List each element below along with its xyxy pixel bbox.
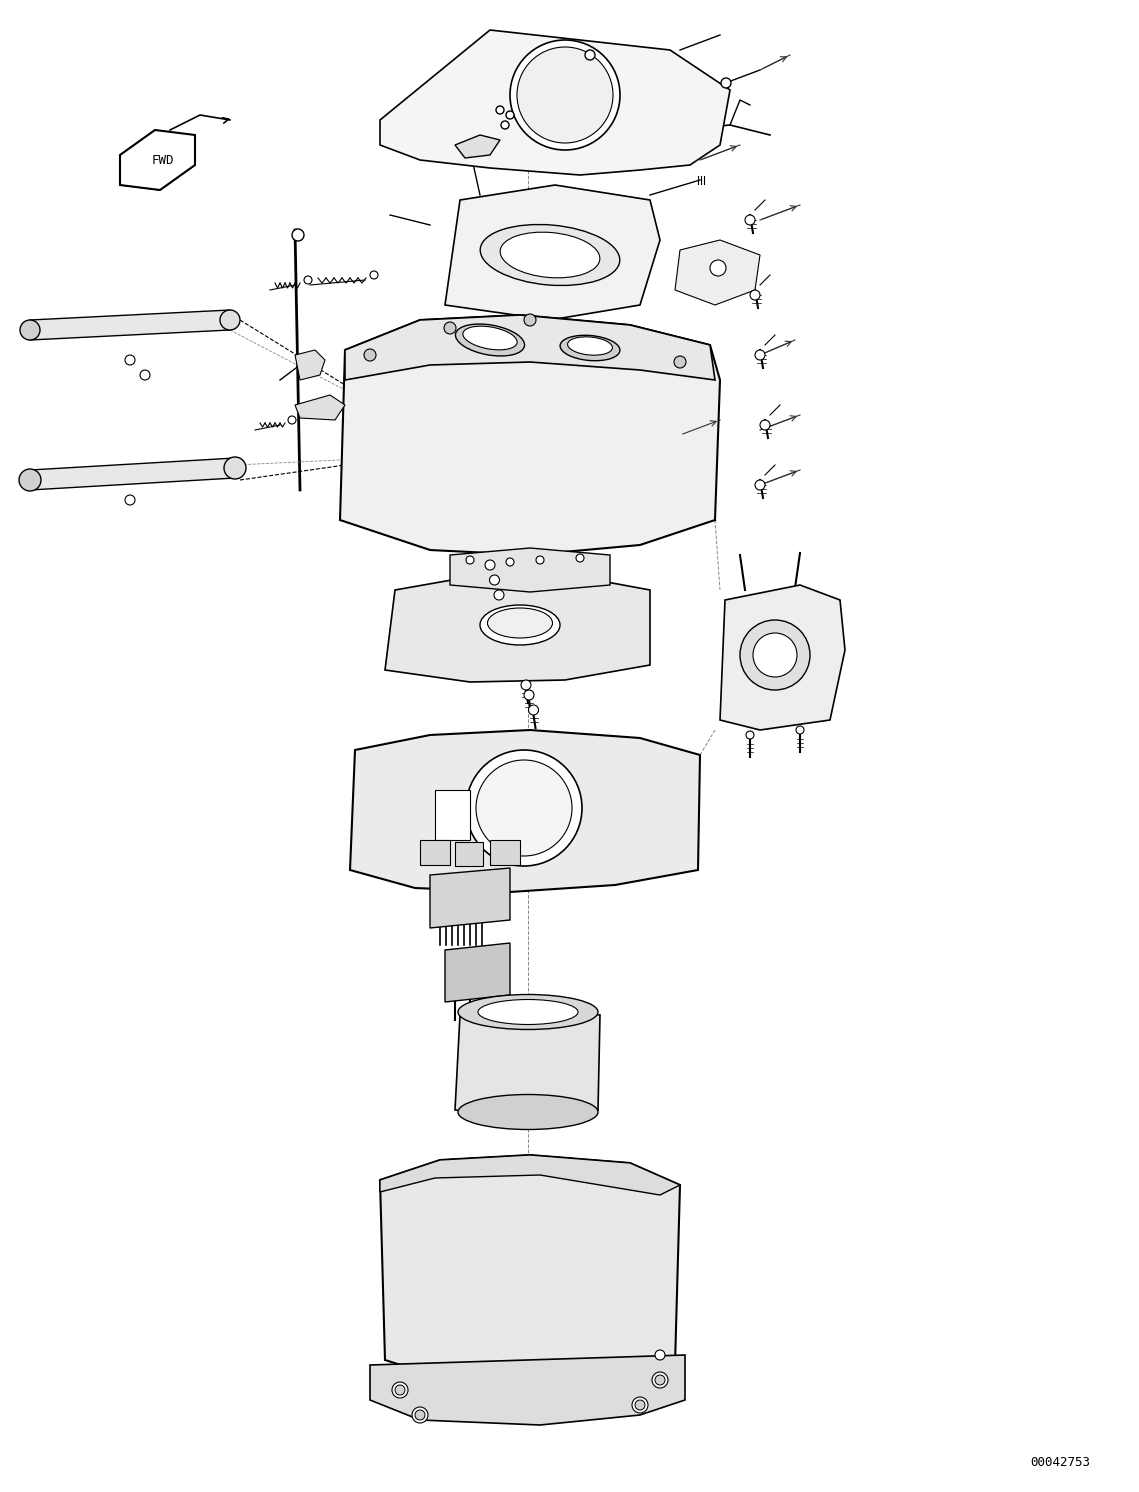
Polygon shape xyxy=(120,130,195,189)
Circle shape xyxy=(466,750,582,865)
Polygon shape xyxy=(431,868,510,928)
Ellipse shape xyxy=(560,336,620,361)
Ellipse shape xyxy=(567,337,613,355)
Polygon shape xyxy=(454,1009,600,1118)
Circle shape xyxy=(476,759,572,856)
Polygon shape xyxy=(30,310,230,340)
Circle shape xyxy=(485,560,495,570)
Circle shape xyxy=(524,689,534,700)
Circle shape xyxy=(494,589,503,600)
Polygon shape xyxy=(445,943,510,1003)
Circle shape xyxy=(304,276,312,283)
Polygon shape xyxy=(380,1155,680,1195)
Circle shape xyxy=(753,633,797,677)
Text: 00042753: 00042753 xyxy=(1030,1456,1090,1468)
Ellipse shape xyxy=(458,995,598,1029)
Ellipse shape xyxy=(220,310,240,330)
Circle shape xyxy=(506,558,514,565)
Polygon shape xyxy=(370,1355,685,1425)
Ellipse shape xyxy=(462,327,517,349)
Circle shape xyxy=(521,680,531,689)
Polygon shape xyxy=(675,240,760,304)
Circle shape xyxy=(655,1350,665,1361)
Circle shape xyxy=(495,106,503,113)
Ellipse shape xyxy=(478,1000,577,1025)
Circle shape xyxy=(490,574,500,585)
Circle shape xyxy=(524,313,536,325)
Circle shape xyxy=(415,1410,425,1420)
Ellipse shape xyxy=(456,324,525,357)
Circle shape xyxy=(288,416,296,424)
Polygon shape xyxy=(454,134,500,158)
Polygon shape xyxy=(345,315,715,380)
Circle shape xyxy=(652,1373,667,1388)
Ellipse shape xyxy=(458,1095,598,1129)
Text: FWD: FWD xyxy=(151,154,174,167)
Circle shape xyxy=(536,557,544,564)
Circle shape xyxy=(501,121,509,128)
Circle shape xyxy=(528,706,539,715)
Polygon shape xyxy=(450,548,611,592)
Ellipse shape xyxy=(480,604,560,645)
Circle shape xyxy=(585,51,595,60)
Circle shape xyxy=(655,1376,665,1385)
Polygon shape xyxy=(445,185,659,319)
Polygon shape xyxy=(385,574,650,682)
Circle shape xyxy=(632,1397,648,1413)
Circle shape xyxy=(760,421,770,430)
Circle shape xyxy=(292,228,304,242)
Circle shape xyxy=(125,355,136,366)
Circle shape xyxy=(710,260,726,276)
Polygon shape xyxy=(380,1155,680,1391)
Polygon shape xyxy=(350,730,700,892)
Polygon shape xyxy=(295,351,325,380)
Ellipse shape xyxy=(19,468,41,491)
Circle shape xyxy=(412,1407,428,1423)
Bar xyxy=(435,789,470,840)
Circle shape xyxy=(444,322,456,334)
Circle shape xyxy=(125,495,136,504)
Polygon shape xyxy=(295,395,345,421)
Bar xyxy=(490,840,521,865)
Circle shape xyxy=(395,1385,405,1395)
Circle shape xyxy=(370,272,378,279)
Circle shape xyxy=(721,78,731,88)
Polygon shape xyxy=(341,315,720,555)
Circle shape xyxy=(510,40,620,151)
Circle shape xyxy=(746,731,754,739)
Circle shape xyxy=(755,480,765,489)
Circle shape xyxy=(364,349,376,361)
Ellipse shape xyxy=(487,609,552,639)
Circle shape xyxy=(636,1399,645,1410)
Circle shape xyxy=(517,48,613,143)
Circle shape xyxy=(140,370,150,380)
Polygon shape xyxy=(380,30,730,175)
Circle shape xyxy=(576,554,584,562)
Ellipse shape xyxy=(500,233,600,278)
Circle shape xyxy=(674,357,686,369)
Circle shape xyxy=(745,215,755,225)
Bar xyxy=(420,840,450,865)
Polygon shape xyxy=(30,458,235,489)
Circle shape xyxy=(392,1382,408,1398)
Circle shape xyxy=(466,557,474,564)
Bar xyxy=(454,841,483,865)
Circle shape xyxy=(506,110,514,119)
Ellipse shape xyxy=(224,457,246,479)
Circle shape xyxy=(740,621,810,689)
Ellipse shape xyxy=(21,319,40,340)
Circle shape xyxy=(749,289,760,300)
Circle shape xyxy=(796,727,804,734)
Ellipse shape xyxy=(481,224,620,285)
Circle shape xyxy=(755,351,765,360)
Polygon shape xyxy=(720,585,845,730)
Bar xyxy=(485,788,515,836)
